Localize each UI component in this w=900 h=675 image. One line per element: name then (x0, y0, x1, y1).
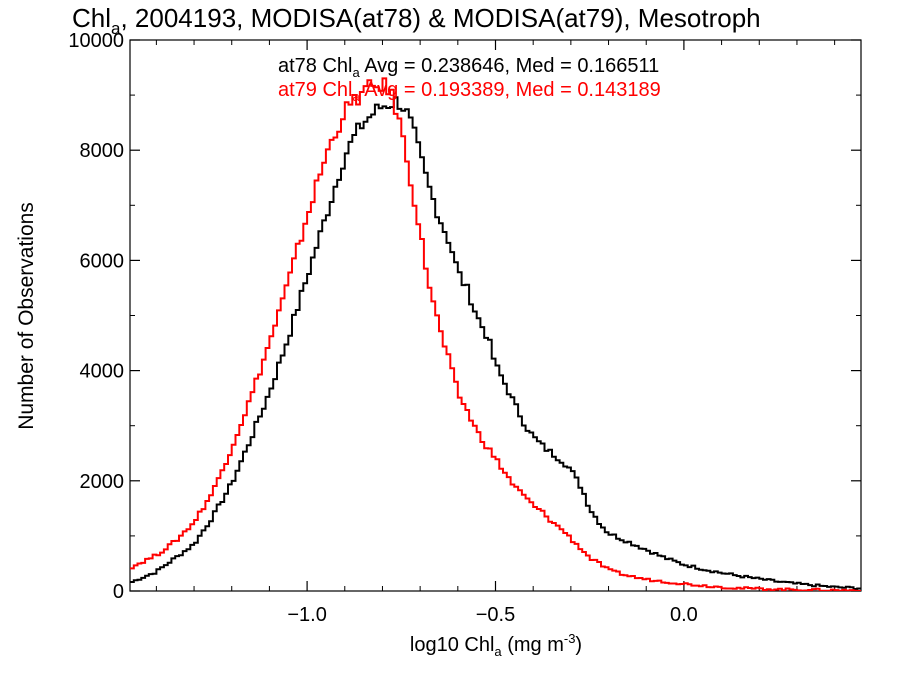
x-axis-label: log10 Chla (mg m-3) (410, 631, 582, 659)
series-at79-line (130, 77, 861, 591)
y-tick-label: 2000 (80, 471, 125, 493)
y-axis-ticks: 0 2000 4000 6000 8000 10000 (68, 30, 861, 603)
x-tick-label: −1.0 (287, 604, 326, 626)
x-axis-ticks: −1.0 −0.5 0.0 (155, 40, 836, 626)
series-layer (130, 77, 861, 591)
y-axis-label: Number of Observations (15, 202, 38, 430)
y-tick-label: 4000 (80, 361, 125, 383)
y-tick-label: 8000 (80, 140, 125, 162)
plot-frame (129, 39, 862, 592)
x-tick-label: −0.5 (476, 604, 515, 626)
y-tick-label: 6000 (80, 250, 125, 272)
annotation-at78: at78 Chla Avg = 0.238646, Med = 0.166511 (278, 55, 659, 80)
annotation-at79: at79 Chla Avg = 0.193389, Med = 0.143189 (278, 79, 661, 104)
y-tick-label: 10000 (68, 30, 124, 52)
y-tick-label: 0 (113, 581, 124, 603)
chart-title: Chla, 2004193, MODISA(at78) & MODISA(at7… (72, 3, 761, 38)
x-tick-label: 0.0 (670, 604, 698, 626)
series-at78-line (130, 96, 861, 590)
